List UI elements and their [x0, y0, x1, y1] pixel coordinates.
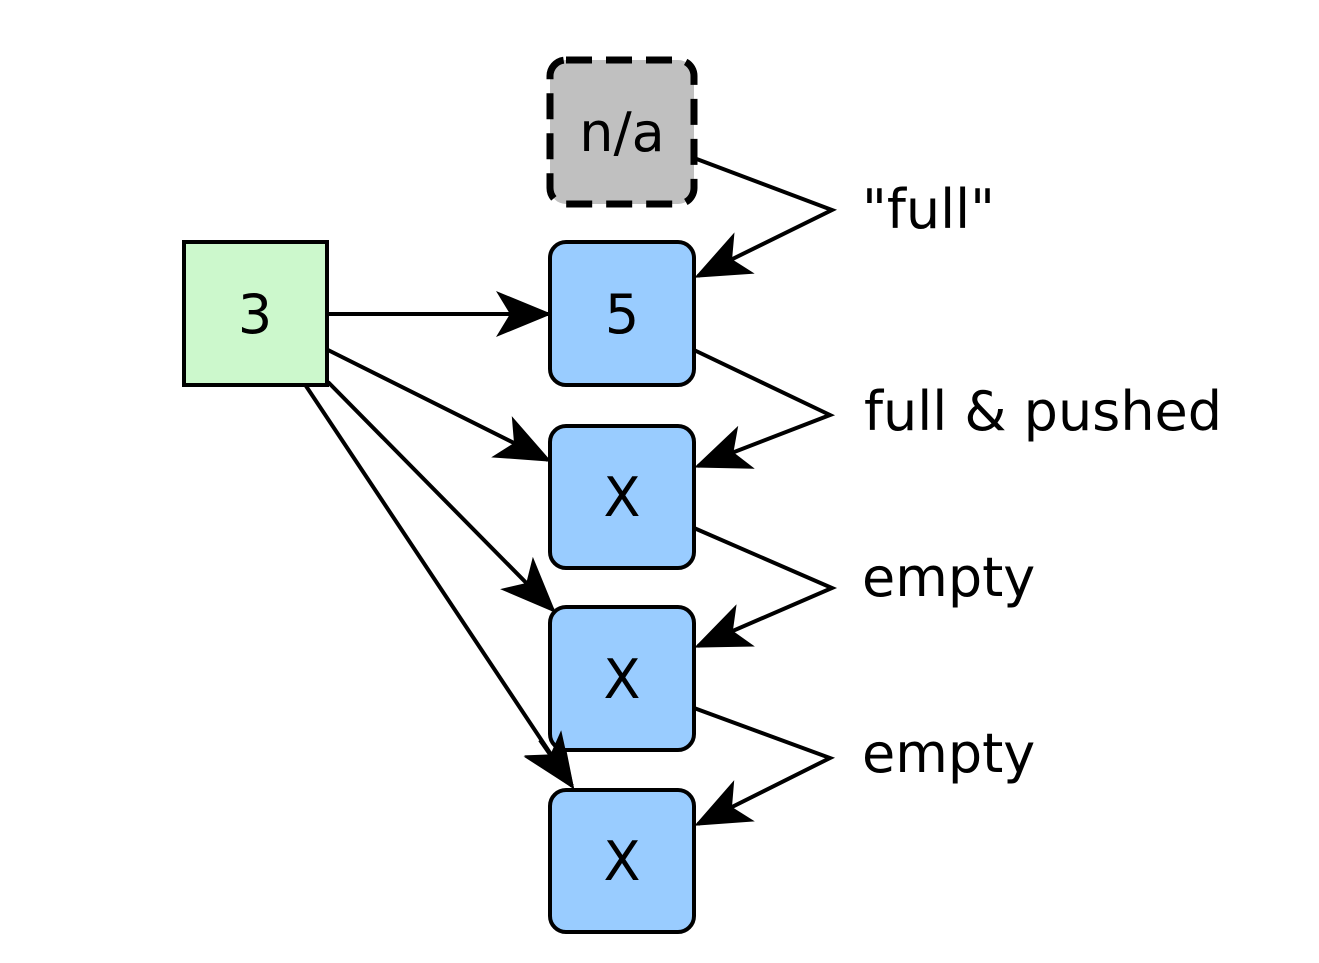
source-box-label: 3 — [238, 283, 272, 346]
source-box-shape — [182, 240, 329, 387]
transition-arrows — [693, 156, 838, 826]
slot-box-3-label: X — [604, 648, 641, 711]
slot-box-3: X — [548, 605, 696, 752]
source-arrows — [304, 291, 575, 790]
arrow-source-to-slot-3 — [326, 380, 556, 613]
transition-label-2: full & pushed — [864, 380, 1222, 443]
arrow-source-to-slot-2 — [327, 348, 552, 462]
transition-label-3: empty — [862, 546, 1035, 609]
transition-arrow-1 — [693, 156, 838, 278]
transition-arrow-3 — [693, 526, 838, 648]
source-box: 3 — [182, 240, 329, 387]
slot-box-1: 5 — [548, 240, 696, 387]
transition-label-1: "full" — [862, 178, 995, 241]
na-box-shape — [546, 56, 698, 208]
arrow-source-to-slot-4 — [304, 384, 575, 790]
transition-arrow-4 — [693, 706, 836, 826]
arrow-source-to-slot-4-overlay — [523, 730, 575, 790]
transition-arrow-2 — [693, 348, 836, 469]
slot-box-1-label: 5 — [605, 283, 639, 346]
slot-box-4-shape — [548, 788, 696, 934]
slot-box-3-shape — [548, 605, 696, 752]
slot-box-1-shape — [548, 240, 696, 387]
transition-label-4: empty — [862, 722, 1035, 785]
slot-box-4-label: X — [604, 830, 641, 893]
na-box-label: n/a — [579, 101, 665, 164]
slot-box-2-shape — [548, 424, 696, 570]
na-box: n/a — [546, 56, 698, 208]
slot-box-2: X — [548, 424, 696, 570]
slot-box-2-label: X — [604, 466, 641, 529]
slot-box-4: X — [548, 788, 696, 934]
